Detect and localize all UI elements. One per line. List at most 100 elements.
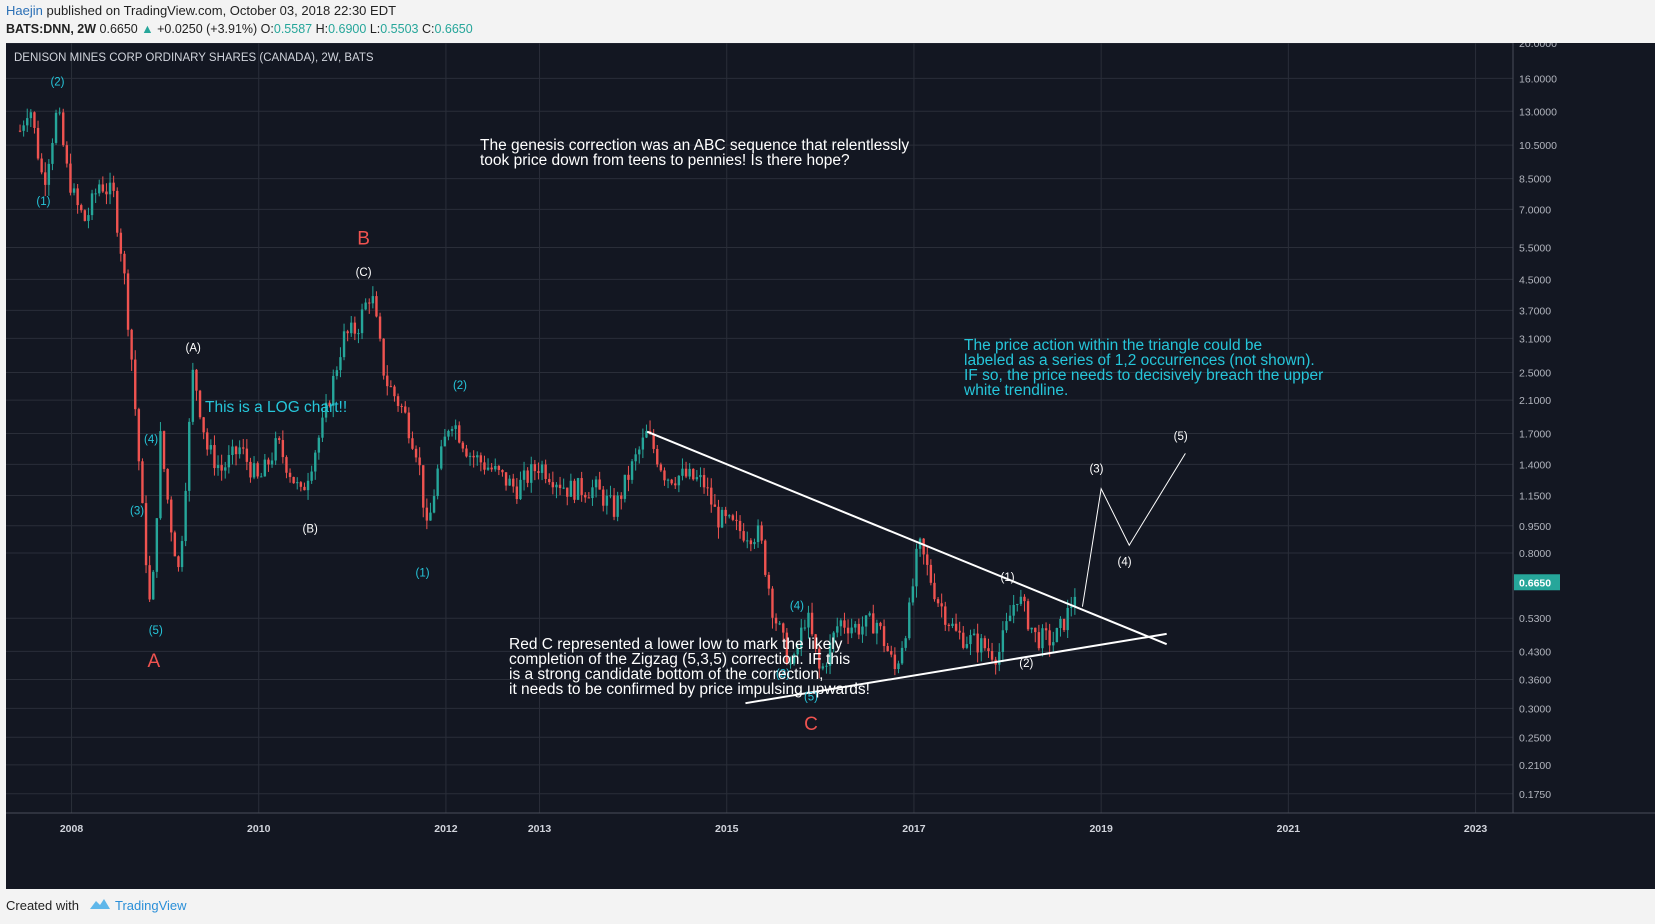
candle-body [234, 446, 238, 455]
footer: Created with TradingView [6, 897, 187, 914]
candle-body [58, 112, 61, 114]
candle-body [562, 487, 565, 489]
candle-body [220, 465, 223, 471]
candle-body [98, 184, 101, 194]
candle-body [242, 447, 245, 449]
candle-body [364, 302, 367, 310]
red-c-note-line: is a strong candidate bottom of the corr… [509, 666, 823, 683]
open-value: 0.5587 [273, 22, 313, 36]
candle-body [479, 455, 483, 463]
candle-body [1019, 596, 1023, 604]
wave-label: (1) [415, 567, 429, 579]
candle-body [224, 467, 227, 471]
candle-body [969, 635, 972, 645]
wave-label: (2) [50, 76, 64, 88]
candle-body [360, 309, 364, 334]
candle-body [850, 627, 853, 634]
tradingview-link[interactable]: TradingView [114, 898, 187, 913]
x-tick-label: 2015 [715, 823, 739, 835]
candle-body [213, 445, 216, 469]
candle-body [724, 509, 727, 517]
low-label: L: [369, 22, 381, 36]
candle-body [126, 273, 130, 330]
candle-body [832, 632, 835, 643]
candle-body [893, 654, 897, 670]
candle-body [1005, 621, 1008, 631]
published-text: published on TradingView.com, October 03… [46, 3, 397, 18]
wave-label: (1) [36, 196, 50, 208]
candle-body [987, 648, 990, 652]
candle-body [249, 461, 252, 478]
wave-label: A [148, 651, 161, 672]
wave-label: (2) [1019, 658, 1033, 670]
candle-body [393, 386, 396, 397]
y-tick-label: 0.1750 [1519, 789, 1551, 801]
candle-body [641, 437, 645, 450]
y-tick-label: 1.4000 [1519, 459, 1551, 471]
candle-body [857, 623, 861, 635]
publish-info: Haejin published on TradingView.com, Oct… [6, 3, 396, 18]
candle-body [558, 484, 562, 489]
candle-body [314, 452, 317, 472]
candle-body [69, 163, 72, 193]
y-tick-label: 1.7000 [1519, 429, 1551, 441]
triangle-note-line: white trendline. [963, 382, 1068, 399]
candle-body [886, 646, 889, 652]
candle-body [105, 191, 108, 195]
candle-body [425, 507, 429, 521]
y-tick-label: 5.5000 [1519, 243, 1551, 255]
candle-body [206, 432, 209, 450]
candle-body [684, 468, 688, 477]
y-tick-label: 2.5000 [1519, 367, 1551, 379]
tradingview-logo-icon[interactable] [89, 897, 111, 914]
triangle-note-line: labeled as a series of 1,2 occurrences (… [964, 352, 1315, 369]
candle-body [890, 651, 893, 655]
candle-body [396, 396, 400, 406]
candle-body [756, 525, 760, 543]
candle-body [695, 477, 699, 480]
candle-body [101, 184, 105, 192]
high-value: 0.6900 [328, 22, 367, 36]
price-chart[interactable]: 20.0000 16.0000 13.0000 10.5000 8.5000 7.0000… [6, 43, 1655, 889]
candle-body [108, 182, 112, 195]
candle-body [900, 647, 904, 664]
red-c-note-line: completion of the Zigzag (5,3,5) correct… [509, 651, 850, 668]
candle-body [940, 603, 943, 607]
y-tick-label: 0.9500 [1519, 521, 1551, 533]
candle-body [1030, 627, 1033, 630]
y-tick-label: 16.0000 [1519, 73, 1557, 85]
candle-body [350, 322, 353, 334]
candle-body [836, 626, 839, 633]
author-link[interactable]: Haejin [6, 3, 43, 18]
candle-body [512, 478, 515, 487]
candle-body [645, 431, 648, 438]
y-tick-label: 0.3600 [1519, 674, 1551, 686]
candle-body [501, 469, 504, 473]
candle-body [659, 464, 663, 471]
candle-body [965, 644, 969, 648]
candle-body [688, 468, 691, 477]
candle-body [1037, 632, 1041, 649]
candle-body [378, 316, 382, 339]
candle-body [584, 494, 587, 498]
candle-body [1034, 627, 1037, 633]
candle-body [638, 449, 641, 455]
candle-body [346, 331, 349, 334]
candle-body [306, 480, 310, 491]
candle-body [36, 127, 40, 159]
y-tick-label: 0.5300 [1519, 613, 1551, 625]
wave-label: (1) [1001, 572, 1015, 584]
candle-body [195, 369, 198, 391]
candle-body [717, 506, 720, 528]
candle-body [134, 359, 137, 410]
candle-body [566, 487, 569, 497]
candle-body [738, 520, 742, 532]
candle-body [112, 182, 115, 191]
y-tick-label: 0.2100 [1519, 760, 1551, 772]
candle-body [184, 490, 187, 542]
candle-body [915, 548, 918, 587]
candle-body [1044, 628, 1048, 631]
candle-body [80, 205, 83, 211]
candle-body [83, 210, 87, 221]
up-arrow-icon: ▲ [141, 22, 154, 36]
